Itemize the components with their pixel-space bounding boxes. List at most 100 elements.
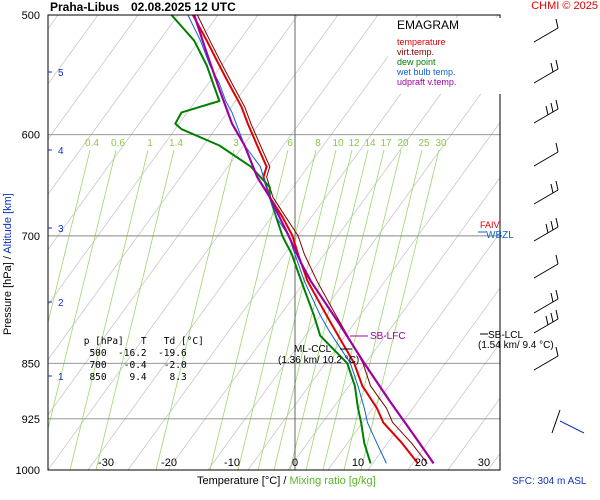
mixing-ratio-label: 14 — [364, 138, 376, 149]
dry-adiabat — [48, 15, 139, 140]
sb-lcl-label: SB-LCL — [488, 330, 523, 341]
dry-adiabat — [48, 15, 299, 361]
legend-item-updraft: udpraft v.temp. — [397, 77, 457, 87]
temp-tick-label: -20 — [161, 457, 177, 469]
legend-item-dew-point: dew point — [397, 57, 436, 67]
dry-adiabat — [367, 287, 500, 470]
mixing-ratio-line — [343, 149, 423, 470]
wind-barb — [533, 142, 559, 167]
ml-ccl-label: ML-CCL — [294, 344, 332, 355]
mixing-ratio-label: 3 — [233, 138, 239, 149]
dry-adiabat — [247, 121, 500, 470]
altitude-tick-label: 4 — [58, 146, 64, 157]
pressure-tick-label: 600 — [22, 130, 40, 142]
wind-barb — [533, 254, 559, 279]
mixing-ratio-line — [48, 149, 117, 431]
mixing-ratio-label: 10 — [332, 138, 344, 149]
mixing-ratio-label: 8 — [315, 138, 321, 149]
y-axis-label: Pressure [hPa] / Altitude [km] — [2, 193, 14, 335]
pressure-tick-label: 500 — [22, 10, 40, 22]
wind-barb — [533, 99, 559, 124]
series-udpraft-v-temp--line — [193, 15, 435, 465]
wind-barb — [551, 409, 585, 434]
table-row: 700 -0.4 -2.0 — [78, 360, 187, 371]
wind-barb — [533, 289, 559, 314]
dry-adiabat — [528, 15, 600, 470]
mixing-ratio-line — [360, 149, 440, 470]
sounding-table: p [hPa] T Td [°C] 500 -16.2 -19.6 700 -0… — [78, 336, 204, 384]
mixing-ratio-label: 12 — [348, 138, 360, 149]
temp-tick-label: 20 — [415, 457, 427, 469]
legend-item-temperature: temperature — [397, 37, 446, 47]
ml-ccl-value: (1.36 km/ 10.2 °C) — [278, 355, 359, 366]
mixing-ratio-line — [305, 149, 385, 470]
table-header: p [hPa] T Td [°C] — [78, 336, 204, 347]
wind-barb — [533, 59, 559, 84]
pressure-tick-label: 700 — [22, 231, 40, 243]
temp-tick-label: -10 — [224, 457, 240, 469]
plot-frame — [47, 14, 501, 471]
dry-adiabat — [48, 15, 99, 85]
legend-title: EMAGRAM — [397, 18, 460, 32]
mixing-ratio-label: 0.4 — [85, 138, 99, 149]
altitude-tick-label: 2 — [58, 298, 64, 309]
series-wet-bulb-temp--line — [187, 15, 387, 464]
mixing-ratio-line — [322, 149, 402, 470]
sb-lfc-label: SB-LFC — [370, 331, 406, 342]
wind-barb — [533, 18, 559, 43]
wbzl-label: WBZL — [486, 230, 514, 241]
mixing-ratio-label: 17 — [380, 138, 392, 149]
station-name: Praha-Libus — [50, 0, 120, 14]
wind-barb — [533, 180, 559, 205]
dry-adiabat — [48, 15, 339, 416]
mixing-ratio-line — [69, 149, 149, 470]
mixing-ratio-line — [48, 149, 91, 324]
mixing-ratio-line — [257, 149, 337, 470]
sfc-label: SFC: 304 m ASL — [512, 476, 587, 487]
wind-barb — [533, 346, 559, 371]
legend-item-wet-bulb: wet bulb temp. — [397, 67, 456, 77]
mixing-ratio-label: 25 — [418, 138, 430, 149]
mixing-ratio-label: 20 — [397, 138, 409, 149]
dry-adiabat — [287, 177, 500, 470]
dry-adiabat — [48, 15, 259, 306]
fa-label: FAIV — [480, 220, 500, 230]
table-row: 500 -16.2 -19.6 — [78, 348, 187, 359]
mixing-ratio-label: 1 — [147, 138, 153, 149]
dry-adiabat — [327, 232, 500, 470]
table-row: 850 9.4 8.3 — [78, 372, 187, 383]
pressure-tick-label: 850 — [22, 358, 40, 370]
sounding-datetime: 02.08.2025 12 UTC — [131, 0, 236, 14]
altitude-tick-label: 3 — [58, 224, 64, 235]
pressure-tick-label: 1000 — [16, 465, 40, 477]
legend-item-virt-temp: virt.temp. — [397, 47, 435, 57]
pressure-tick-label: 925 — [22, 414, 40, 426]
altitude-tick-label: 5 — [58, 68, 64, 79]
temp-tick-label: 10 — [352, 457, 364, 469]
temp-tick-label: 0 — [292, 457, 298, 469]
sb-lcl-value: (1.54 km/ 9.4 °C) — [478, 340, 554, 351]
dry-adiabat — [48, 15, 379, 470]
dry-adiabat — [407, 342, 500, 470]
temp-tick-label: 30 — [478, 457, 490, 469]
temp-tick-label: -30 — [98, 457, 114, 469]
dry-adiabat — [48, 15, 219, 251]
legend — [388, 18, 506, 94]
dry-adiabat — [568, 15, 600, 470]
wind-barb — [533, 217, 559, 242]
dry-adiabat — [48, 15, 179, 195]
altitude-tick-label: 1 — [58, 372, 64, 383]
dry-adiabat — [87, 15, 419, 470]
mixing-ratio-label: 1.4 — [169, 138, 183, 149]
series-temperature-line — [192, 15, 419, 465]
mixing-ratio-line — [209, 149, 289, 470]
mixing-ratio-line — [237, 149, 317, 470]
mixing-ratio-label: 30 — [435, 138, 447, 149]
mixing-ratio-label: 0.6 — [111, 138, 125, 149]
mixing-ratio-label: 6 — [287, 138, 293, 149]
mixing-ratio-line — [155, 149, 235, 470]
x-axis-label: Temperature [°C] / Mixing ratio [g/kg] — [197, 475, 376, 487]
series-virt-temp--line — [196, 15, 428, 464]
wind-barb — [533, 309, 559, 334]
